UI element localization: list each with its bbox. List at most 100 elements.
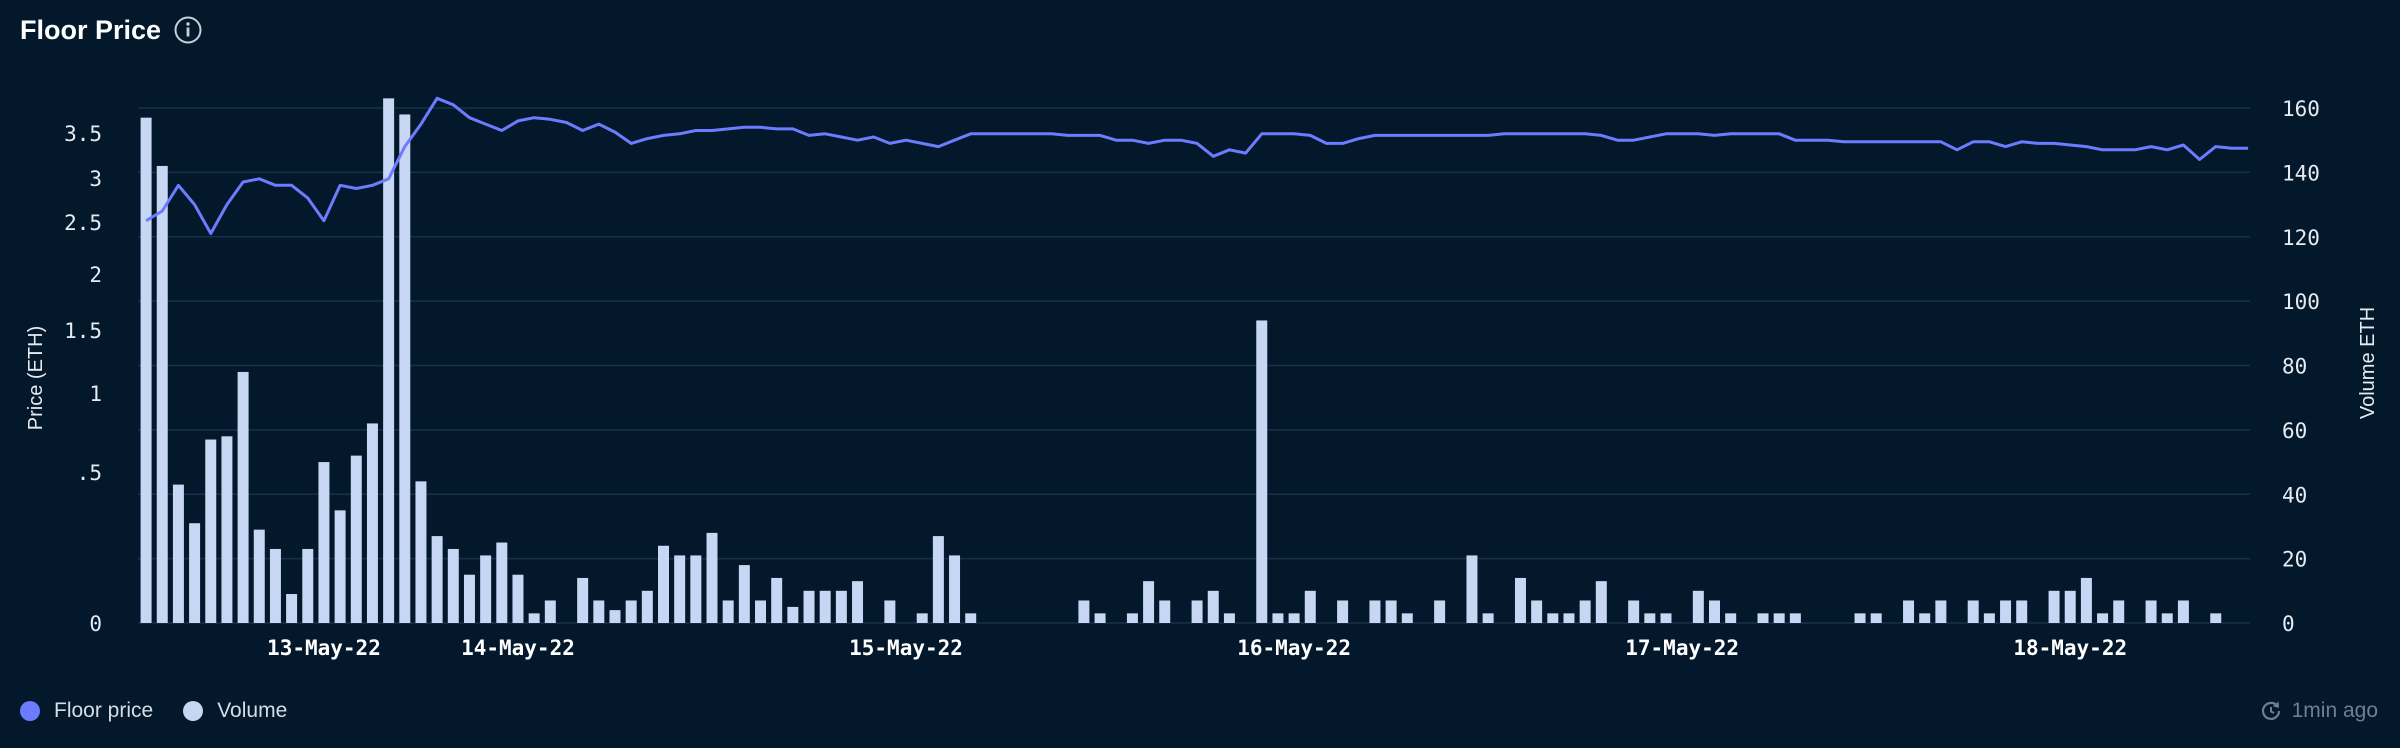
volume-bar[interactable] (787, 606, 799, 623)
volume-bar[interactable] (2161, 613, 2173, 623)
volume-bar[interactable] (1288, 613, 1300, 623)
volume-bar[interactable] (819, 590, 831, 623)
volume-bar[interactable] (1143, 581, 1155, 623)
volume-bar[interactable] (1223, 613, 1235, 623)
volume-bar[interactable] (625, 600, 637, 623)
volume-bar[interactable] (965, 613, 977, 623)
volume-bar[interactable] (1692, 590, 1704, 623)
volume-bar[interactable] (399, 114, 411, 623)
volume-bar[interactable] (463, 574, 475, 623)
volume-bar[interactable] (641, 590, 653, 623)
volume-bar[interactable] (2145, 600, 2157, 623)
volume-bar[interactable] (383, 98, 395, 623)
volume-bar[interactable] (1078, 600, 1090, 623)
volume-bar[interactable] (852, 581, 864, 623)
volume-bar[interactable] (350, 455, 362, 623)
volume-bar[interactable] (172, 484, 184, 623)
volume-bar[interactable] (1725, 613, 1737, 623)
volume-bar[interactable] (205, 439, 217, 623)
volume-bar[interactable] (1595, 581, 1607, 623)
floor-price-line[interactable] (145, 96, 2249, 235)
volume-bar[interactable] (496, 542, 508, 623)
legend-item-volume[interactable]: Volume (183, 699, 287, 723)
volume-bar[interactable] (366, 423, 378, 623)
volume-bar[interactable] (1385, 600, 1397, 623)
volume-bar[interactable] (334, 510, 346, 623)
volume-bar[interactable] (1434, 600, 1446, 623)
volume-bar[interactable] (1935, 600, 1947, 623)
volume-bar[interactable] (1563, 613, 1575, 623)
volume-bar[interactable] (237, 371, 249, 623)
volume-bar[interactable] (544, 600, 556, 623)
volume-bar[interactable] (932, 536, 944, 623)
volume-bar[interactable] (2016, 600, 2028, 623)
volume-bar[interactable] (253, 529, 265, 623)
volume-bar[interactable] (1369, 600, 1381, 623)
volume-bar[interactable] (2210, 613, 2222, 623)
volume-bar[interactable] (1870, 613, 1882, 623)
volume-bar[interactable] (269, 548, 281, 623)
volume-bar[interactable] (221, 436, 233, 623)
volume-bar[interactable] (480, 555, 492, 623)
volume-bar[interactable] (1256, 320, 1268, 623)
volume-bar[interactable] (156, 165, 168, 623)
volume-bar[interactable] (2113, 600, 2125, 623)
volume-bar[interactable] (577, 577, 589, 623)
volume-bar[interactable] (884, 600, 896, 623)
volume-bar[interactable] (1903, 600, 1915, 623)
volume-bar[interactable] (2064, 590, 2076, 623)
volume-bar[interactable] (1159, 600, 1171, 623)
volume-bar[interactable] (1709, 600, 1720, 623)
volume-bar[interactable] (1773, 613, 1785, 623)
volume-bar[interactable] (1466, 555, 1478, 623)
volume-bar[interactable] (1547, 613, 1559, 623)
volume-bar[interactable] (1919, 613, 1931, 623)
volume-bar[interactable] (1191, 600, 1203, 623)
volume-bar[interactable] (1983, 613, 1995, 623)
volume-bar[interactable] (593, 600, 605, 623)
volume-bar[interactable] (318, 462, 330, 623)
volume-bar[interactable] (1482, 613, 1494, 623)
volume-bar[interactable] (1644, 613, 1656, 623)
volume-bar[interactable] (835, 590, 847, 623)
volume-bar[interactable] (302, 548, 314, 623)
volume-bar[interactable] (738, 565, 750, 623)
volume-bar[interactable] (1272, 613, 1284, 623)
volume-bar[interactable] (755, 600, 767, 623)
volume-bar[interactable] (1337, 600, 1349, 623)
refresh-icon[interactable] (2258, 698, 2284, 724)
info-icon[interactable] (173, 15, 203, 45)
volume-bar[interactable] (2177, 600, 2189, 623)
volume-bar[interactable] (771, 577, 783, 623)
volume-bar[interactable] (1628, 600, 1640, 623)
volume-bar[interactable] (674, 555, 686, 623)
volume-bar[interactable] (140, 117, 152, 623)
volume-bar[interactable] (722, 600, 734, 623)
volume-bar[interactable] (286, 594, 298, 623)
volume-bar[interactable] (1126, 613, 1138, 623)
legend-item-floor-price[interactable]: Floor price (20, 699, 153, 723)
volume-bar[interactable] (1531, 600, 1543, 623)
volume-bar[interactable] (1579, 600, 1591, 623)
volume-bar[interactable] (658, 545, 669, 623)
volume-bar[interactable] (1207, 590, 1219, 623)
volume-bar[interactable] (2000, 600, 2012, 623)
volume-bar[interactable] (431, 536, 443, 623)
volume-bar[interactable] (1967, 600, 1979, 623)
volume-bar[interactable] (1854, 613, 1866, 623)
volume-bar[interactable] (1660, 613, 1672, 623)
volume-bar[interactable] (609, 610, 621, 623)
volume-bar[interactable] (2097, 613, 2109, 623)
volume-bar[interactable] (528, 613, 540, 623)
volume-bar[interactable] (1401, 613, 1413, 623)
volume-bar[interactable] (447, 548, 459, 623)
volume-bar[interactable] (1514, 577, 1526, 623)
volume-bar[interactable] (690, 555, 702, 623)
volume-bar[interactable] (1094, 613, 1106, 623)
volume-bar[interactable] (415, 481, 427, 623)
volume-bar[interactable] (189, 523, 201, 623)
volume-bar[interactable] (916, 613, 928, 623)
volume-bar[interactable] (2048, 590, 2060, 623)
volume-bar[interactable] (1304, 590, 1316, 623)
volume-bar[interactable] (803, 590, 815, 623)
